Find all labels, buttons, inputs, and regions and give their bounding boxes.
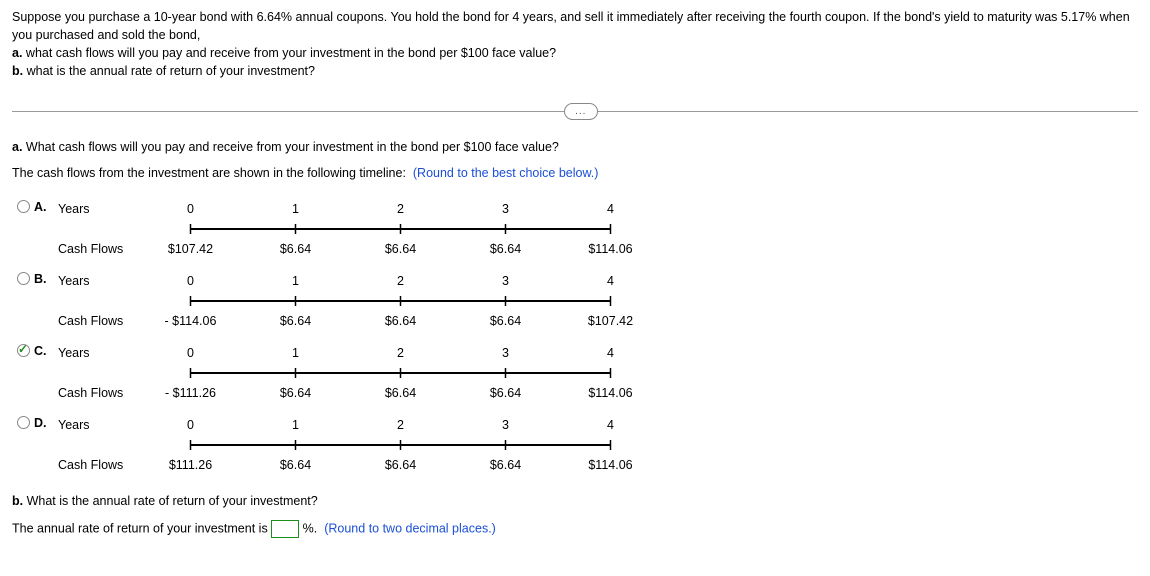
choice-radio[interactable] bbox=[17, 272, 30, 285]
year-header: 2 bbox=[348, 418, 453, 432]
choice-c: C. Years 01234 Cash Flows - $111.26$6.64… bbox=[12, 338, 1138, 408]
year-header: 4 bbox=[558, 346, 663, 360]
choice-letter: C. bbox=[34, 342, 58, 358]
timeline-block: Years 01234 Cash Flows - $111.26$6.64$6.… bbox=[58, 342, 663, 404]
choice-radio[interactable] bbox=[17, 416, 30, 429]
part-b-heading-label: b. bbox=[12, 494, 23, 508]
cashflow-value: $6.64 bbox=[348, 242, 453, 256]
cashflow-value: $111.26 bbox=[138, 458, 243, 472]
cashflows-label: Cash Flows bbox=[58, 458, 138, 472]
cashflows-label: Cash Flows bbox=[58, 242, 138, 256]
part-a-text-top: what cash flows will you pay and receive… bbox=[26, 46, 556, 60]
years-label: Years bbox=[58, 346, 138, 360]
cashflow-value: $6.64 bbox=[453, 386, 558, 400]
year-header: 4 bbox=[558, 274, 663, 288]
part-b-label-top: b. bbox=[12, 64, 23, 78]
part-a-heading: a. What cash flows will you pay and rece… bbox=[12, 140, 1138, 154]
divider: ... bbox=[12, 111, 1138, 112]
cashflow-value: $107.42 bbox=[138, 242, 243, 256]
rate-of-return-input[interactable] bbox=[271, 520, 299, 538]
year-header: 0 bbox=[138, 346, 243, 360]
cashflow-value: $6.64 bbox=[243, 242, 348, 256]
cashflow-value: $107.42 bbox=[558, 314, 663, 328]
timeline-axis bbox=[58, 292, 663, 310]
year-header: 1 bbox=[243, 202, 348, 216]
cashflow-value: $6.64 bbox=[243, 386, 348, 400]
part-a-heading-label: a. bbox=[12, 140, 22, 154]
year-header: 3 bbox=[453, 418, 558, 432]
timeline-axis bbox=[58, 364, 663, 382]
cashflow-value: $6.64 bbox=[453, 314, 558, 328]
part-a-instruction-text: The cash flows from the investment are s… bbox=[12, 166, 406, 180]
years-label: Years bbox=[58, 202, 138, 216]
question-prompt: Suppose you purchase a 10-year bond with… bbox=[12, 8, 1138, 81]
cashflows-label: Cash Flows bbox=[58, 386, 138, 400]
choice-d: D. Years 01234 Cash Flows $111.26$6.64$6… bbox=[12, 410, 1138, 480]
year-header: 2 bbox=[348, 274, 453, 288]
cashflow-value: $114.06 bbox=[558, 386, 663, 400]
year-header: 3 bbox=[453, 274, 558, 288]
year-header: 1 bbox=[243, 274, 348, 288]
years-label: Years bbox=[58, 418, 138, 432]
timeline-block: Years 01234 Cash Flows $107.42$6.64$6.64… bbox=[58, 198, 663, 260]
timeline-block: Years 01234 Cash Flows $111.26$6.64$6.64… bbox=[58, 414, 663, 476]
cashflow-value: - $111.26 bbox=[138, 386, 243, 400]
part-b-hint: (Round to two decimal places.) bbox=[324, 521, 496, 535]
choice-letter: A. bbox=[34, 198, 58, 214]
part-a-label-top: a. bbox=[12, 46, 22, 60]
part-b-heading-text: What is the annual rate of return of you… bbox=[27, 494, 318, 508]
cashflow-value: $6.64 bbox=[348, 458, 453, 472]
part-a-instruction: The cash flows from the investment are s… bbox=[12, 166, 1138, 180]
choice-radio[interactable] bbox=[17, 344, 30, 357]
choice-b: B. Years 01234 Cash Flows - $114.06$6.64… bbox=[12, 266, 1138, 336]
year-header: 0 bbox=[138, 274, 243, 288]
year-header: 4 bbox=[558, 202, 663, 216]
part-b-heading: b. What is the annual rate of return of … bbox=[12, 494, 1138, 508]
cashflow-value: - $114.06 bbox=[138, 314, 243, 328]
part-b-unit: %. bbox=[303, 521, 318, 535]
timeline-axis bbox=[58, 436, 663, 454]
year-header: 3 bbox=[453, 346, 558, 360]
year-header: 1 bbox=[243, 418, 348, 432]
part-b-answer-line: The annual rate of return of your invest… bbox=[12, 520, 1138, 538]
year-header: 0 bbox=[138, 418, 243, 432]
cashflow-value: $6.64 bbox=[453, 242, 558, 256]
choice-a: A. Years 01234 Cash Flows $107.42$6.64$6… bbox=[12, 194, 1138, 264]
year-header: 0 bbox=[138, 202, 243, 216]
cashflow-value: $6.64 bbox=[243, 458, 348, 472]
year-header: 2 bbox=[348, 346, 453, 360]
part-a-heading-text: What cash flows will you pay and receive… bbox=[26, 140, 559, 154]
year-header: 1 bbox=[243, 346, 348, 360]
expander-button[interactable]: ... bbox=[564, 103, 598, 120]
year-header: 3 bbox=[453, 202, 558, 216]
cashflow-value: $6.64 bbox=[453, 458, 558, 472]
timeline-block: Years 01234 Cash Flows - $114.06$6.64$6.… bbox=[58, 270, 663, 332]
cashflow-value: $6.64 bbox=[348, 314, 453, 328]
cashflows-label: Cash Flows bbox=[58, 314, 138, 328]
year-header: 4 bbox=[558, 418, 663, 432]
choice-radio[interactable] bbox=[17, 200, 30, 213]
cashflow-value: $6.64 bbox=[243, 314, 348, 328]
choice-letter: B. bbox=[34, 270, 58, 286]
cashflow-value: $6.64 bbox=[348, 386, 453, 400]
part-a-hint: (Round to the best choice below.) bbox=[413, 166, 599, 180]
ellipsis-icon: ... bbox=[575, 106, 586, 117]
choice-letter: D. bbox=[34, 414, 58, 430]
cashflow-value: $114.06 bbox=[558, 242, 663, 256]
part-b-text-top: what is the annual rate of return of you… bbox=[27, 64, 315, 78]
question-intro: Suppose you purchase a 10-year bond with… bbox=[12, 10, 1130, 42]
choices-group: A. Years 01234 Cash Flows $107.42$6.64$6… bbox=[12, 194, 1138, 480]
year-header: 2 bbox=[348, 202, 453, 216]
part-b-sentence-before: The annual rate of return of your invest… bbox=[12, 521, 268, 535]
cashflow-value: $114.06 bbox=[558, 458, 663, 472]
timeline-axis bbox=[58, 220, 663, 238]
years-label: Years bbox=[58, 274, 138, 288]
